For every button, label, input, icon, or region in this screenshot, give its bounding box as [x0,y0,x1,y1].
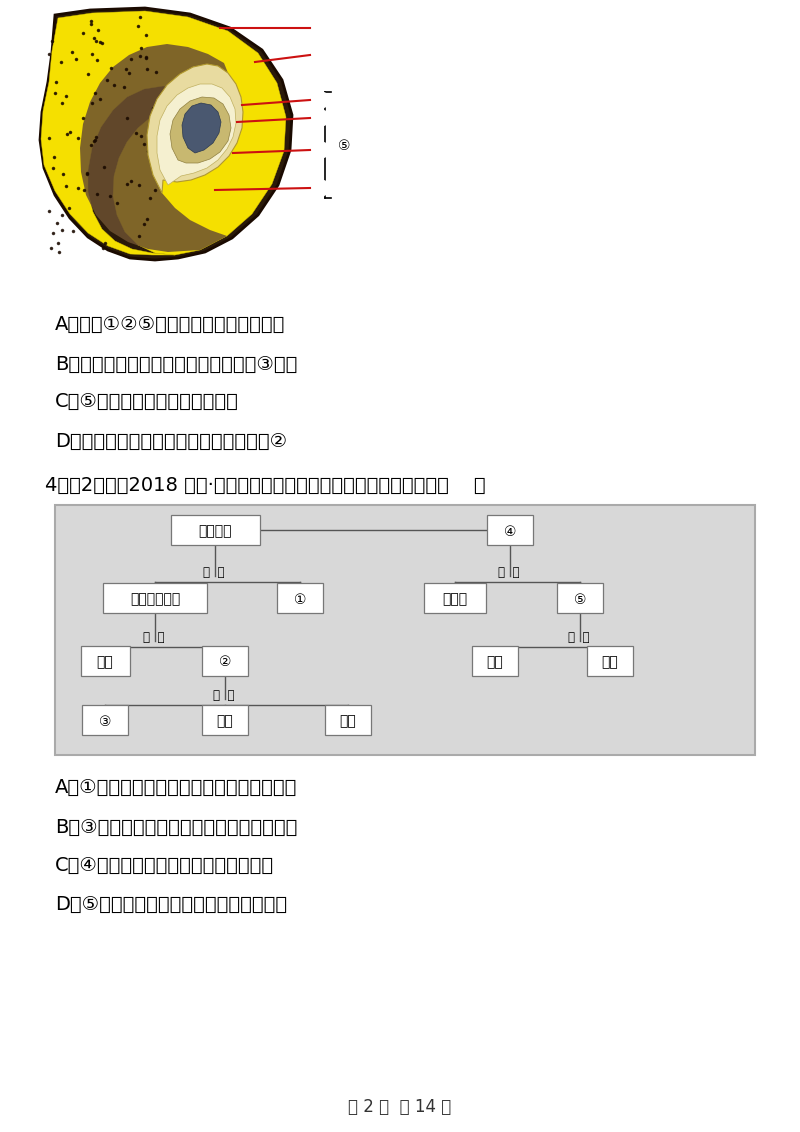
Text: 包  括: 包 括 [203,566,225,578]
Polygon shape [41,18,228,255]
Polygon shape [182,103,221,153]
Text: 脊髓: 脊髓 [97,655,114,669]
Text: ⑥: ⑥ [315,144,326,157]
Text: 包  括: 包 括 [498,566,519,578]
Circle shape [313,110,329,126]
Text: B．③具有感觉、呼吸、心跳等多种神经中枢: B．③具有感觉、呼吸、心跳等多种神经中枢 [55,818,298,837]
FancyBboxPatch shape [325,705,371,735]
Circle shape [313,180,329,196]
Text: 小脑: 小脑 [217,714,234,729]
FancyBboxPatch shape [277,583,323,614]
Text: ②: ② [218,655,231,669]
FancyBboxPatch shape [557,583,603,614]
Polygon shape [147,65,243,192]
FancyBboxPatch shape [202,646,248,676]
Polygon shape [40,8,292,260]
FancyBboxPatch shape [487,515,533,544]
FancyBboxPatch shape [170,515,259,544]
Text: 脑干: 脑干 [340,714,356,729]
Text: ③: ③ [315,94,326,108]
FancyBboxPatch shape [587,646,633,676]
Text: 4．（2分）（2018 九上·海淀期末）对下面的概念图解读不正确的是（    ）: 4．（2分）（2018 九上·海淀期末）对下面的概念图解读不正确的是（ ） [45,475,486,495]
FancyBboxPatch shape [103,583,207,614]
Text: 中枢神经系统: 中枢神经系统 [130,592,180,607]
Text: A．只要①②⑤完整，玉米种子就能萌发: A．只要①②⑤完整，玉米种子就能萌发 [55,315,286,334]
Text: 轴突: 轴突 [602,655,618,669]
Polygon shape [41,11,286,255]
Text: 包  括: 包 括 [568,631,590,644]
Text: A．①是周围神经系统，包括脑神经和脊神经: A．①是周围神经系统，包括脑神经和脊神经 [55,778,298,797]
Text: ③: ③ [98,714,111,729]
Text: ①: ① [294,592,306,607]
Circle shape [313,48,329,63]
FancyBboxPatch shape [202,705,248,735]
FancyBboxPatch shape [472,646,518,676]
Text: ②: ② [315,49,326,62]
Text: B．玉米种子萌发所需要的营养物质由③提供: B．玉米种子萌发所需要的营养物质由③提供 [55,355,298,374]
Text: C．④是神经系统结构和功能的基本单位: C．④是神经系统结构和功能的基本单位 [55,856,274,875]
Text: ①: ① [315,22,326,35]
Text: ⑤: ⑤ [338,139,350,153]
Text: 包  括: 包 括 [213,689,234,702]
FancyBboxPatch shape [81,646,130,676]
FancyBboxPatch shape [424,583,486,614]
Circle shape [313,142,329,158]
Text: 第 2 页  共 14 页: 第 2 页 共 14 页 [348,1098,452,1116]
Circle shape [313,92,329,108]
Text: D．⑤是神经细胞与其他细胞最明显的区别: D．⑤是神经细胞与其他细胞最明显的区别 [55,895,287,914]
Polygon shape [157,84,236,185]
FancyBboxPatch shape [55,505,755,755]
Text: ⑦: ⑦ [315,182,326,195]
Polygon shape [170,97,231,163]
Text: ④: ④ [504,524,516,539]
Text: ⑤: ⑤ [574,592,586,607]
Text: ④: ④ [315,112,326,125]
FancyBboxPatch shape [82,705,128,735]
Text: 包  括: 包 括 [143,631,165,644]
Text: D．与玉米种子结构相比，菜豆种子没有②: D．与玉米种子结构相比，菜豆种子没有② [55,432,287,451]
Circle shape [313,20,329,36]
Text: C．⑤是由雌蕊中的胚珠发育来的: C．⑤是由雌蕊中的胚珠发育来的 [55,392,239,411]
Text: 树突: 树突 [486,655,503,669]
Text: 神经系统: 神经系统 [198,524,232,539]
Text: 细胞体: 细胞体 [442,592,467,607]
